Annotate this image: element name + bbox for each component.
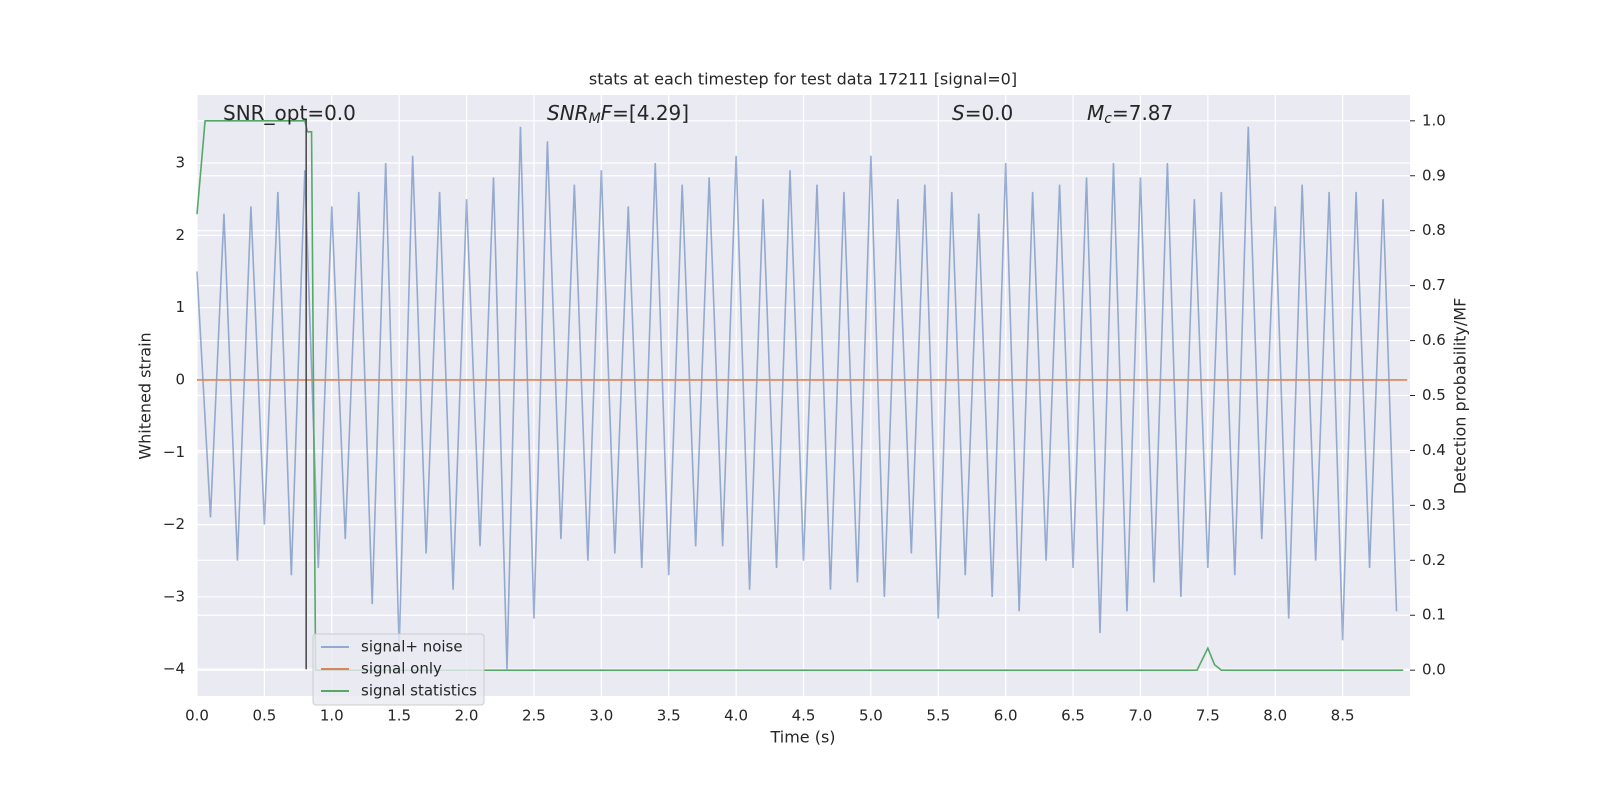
annotation-part: c: [1104, 111, 1112, 127]
annotation: S=0.0: [952, 101, 1013, 125]
annotation-part: M: [589, 111, 601, 127]
grid: [196, 95, 1410, 696]
y2-tick-label: 0.3: [1422, 496, 1446, 514]
x-tick-label: 5.5: [926, 707, 950, 725]
x-tick-label: 6.0: [994, 707, 1018, 725]
y-tick-label: 1: [175, 298, 185, 316]
y2-tick-label: 1.0: [1422, 111, 1446, 129]
x-tick-label: 3.5: [657, 707, 681, 725]
y-axis-label: Whitened strain: [136, 332, 155, 459]
x-tick-label: 0.0: [185, 707, 209, 725]
x-tick-label: 0.5: [252, 707, 276, 725]
x-tick-label: 2.0: [455, 707, 479, 725]
legend-label: signal statistics: [361, 682, 477, 700]
x-tick-label: 5.0: [859, 707, 883, 725]
x-tick-label: 8.0: [1263, 707, 1287, 725]
x-tick-label: 8.5: [1331, 707, 1355, 725]
series-line: [196, 126, 1398, 670]
x-tick-label: 6.5: [1061, 707, 1085, 725]
x-tick-label: 4.5: [792, 707, 816, 725]
y2-tick-label: 0.2: [1422, 551, 1446, 569]
y2-tick-label: 0.4: [1422, 441, 1446, 459]
y2-tick-label: 0.1: [1422, 606, 1446, 624]
legend-box: [312, 633, 485, 706]
y-tick-label: 2: [175, 226, 185, 244]
legend: signal+ noise signal only signal statistic…: [312, 633, 485, 706]
x-axis-label: Time (s): [769, 728, 835, 747]
chart-title: stats at each timestep for test data 172…: [589, 70, 1017, 89]
annotation-part: SNR: [547, 101, 589, 125]
y2-axis-label: Detection probability/MF: [1451, 298, 1470, 495]
y2-tick-label: 0.5: [1422, 386, 1446, 404]
x-tick-label: 1.5: [387, 707, 411, 725]
x-tick-label: 2.5: [522, 707, 546, 725]
annotation-part: S: [952, 101, 965, 125]
y-tick-label: −2: [163, 515, 185, 533]
y-tick-label: 3: [175, 153, 185, 171]
annotation: Mc=7.87: [1087, 101, 1173, 128]
y2-tick-label: 0.7: [1422, 276, 1446, 294]
annotation-part: =7.87: [1112, 101, 1173, 125]
y2-tick-label: 0.6: [1422, 331, 1446, 349]
y2-tick-label: 0.8: [1422, 221, 1446, 239]
y2-tick-label: 0.0: [1422, 661, 1446, 679]
x-tick-label: 7.0: [1129, 707, 1153, 725]
y-tick-label: 0: [175, 370, 185, 388]
x-tick-label: 1.0: [320, 707, 344, 725]
x-tick-label: 4.0: [724, 707, 748, 725]
annotation-part: M: [1087, 101, 1104, 125]
legend-label: signal only: [361, 660, 442, 678]
annotation-part: =[4.29]: [612, 101, 689, 125]
legend-label: signal+ noise: [361, 638, 463, 656]
y-tick-label: −4: [163, 660, 185, 678]
series-line: [196, 120, 1404, 671]
annotation-part: =0.0: [965, 101, 1014, 125]
x-tick-label: 3.0: [589, 707, 613, 725]
annotation: SNRMF=[4.29]: [547, 101, 689, 128]
y-tick-label: −3: [163, 587, 185, 605]
annotation: SNR_opt=0.0: [223, 101, 356, 125]
x-tick-label: 7.5: [1196, 707, 1220, 725]
annotation-part: SNR_opt=0.0: [223, 101, 356, 125]
y-tick-label: −1: [163, 443, 185, 461]
annotation-part: F: [601, 101, 613, 125]
y2-tick-label: 0.9: [1422, 166, 1446, 184]
